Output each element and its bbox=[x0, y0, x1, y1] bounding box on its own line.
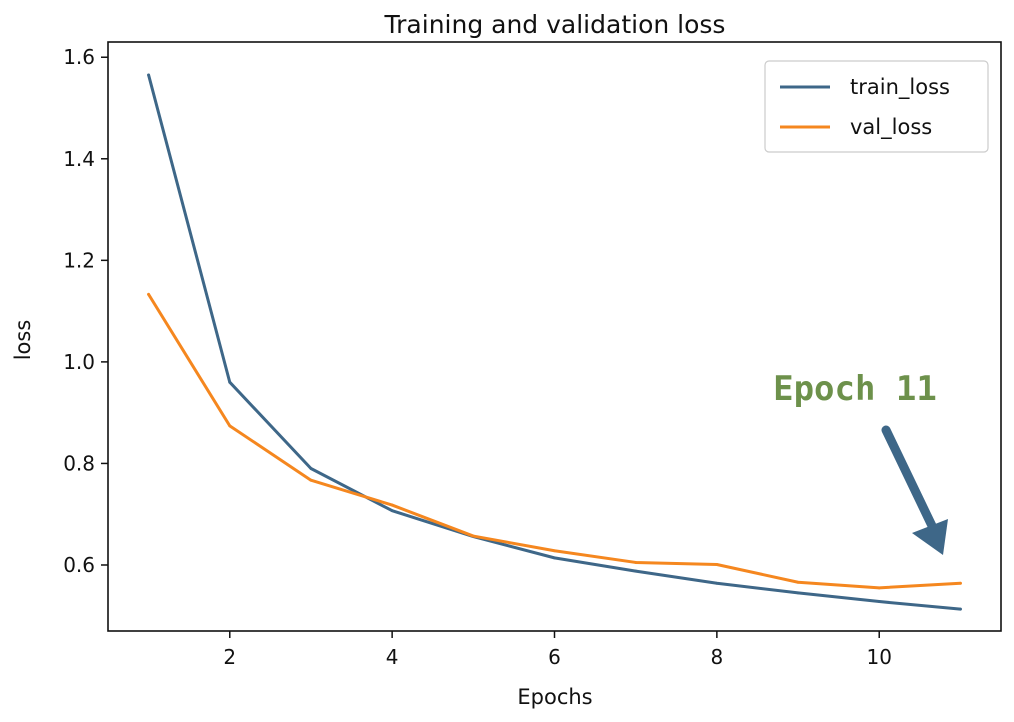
series-layer bbox=[147, 73, 962, 611]
x-tick-label: 6 bbox=[548, 645, 561, 669]
chart-title: Training and validation loss bbox=[384, 10, 726, 39]
data-point-train-loss bbox=[796, 591, 800, 595]
axis-ticks: 2 4 6 8 10 0.6 0.8 1.0 1.2 1.4 1.6 bbox=[63, 45, 892, 669]
data-point-train-loss bbox=[553, 556, 556, 560]
data-point-train-loss bbox=[877, 600, 881, 603]
y-tick-label: 1.4 bbox=[63, 147, 95, 171]
data-point-val-loss bbox=[715, 563, 719, 566]
data-point-val-loss bbox=[228, 424, 232, 428]
y-tick-label: 1.6 bbox=[63, 45, 95, 69]
series-line-val-loss bbox=[147, 292, 962, 590]
data-point-val-loss bbox=[309, 478, 313, 482]
x-tick-label: 10 bbox=[867, 645, 892, 669]
legend-label-val-loss: val_loss bbox=[850, 115, 932, 140]
y-tick-label: 0.8 bbox=[63, 451, 95, 475]
legend: train_loss val_loss bbox=[764, 60, 989, 153]
data-point-val-loss bbox=[796, 580, 800, 584]
data-point-val-loss bbox=[147, 292, 150, 296]
data-point-val-loss bbox=[471, 534, 475, 538]
data-point-train-loss bbox=[634, 569, 638, 573]
data-point-train-loss bbox=[228, 380, 232, 384]
data-point-train-loss bbox=[309, 467, 313, 470]
legend-label-train-loss: train_loss bbox=[850, 75, 950, 100]
y-tick-label: 0.6 bbox=[63, 553, 95, 577]
series-line-train-loss bbox=[147, 73, 962, 611]
annotation-epoch-label: Epoch 11 bbox=[773, 369, 937, 409]
data-point-train-loss bbox=[147, 73, 150, 77]
y-tick-label: 1.2 bbox=[63, 248, 95, 272]
data-point-train-loss bbox=[715, 581, 719, 585]
annotation-arrow-icon bbox=[881, 425, 948, 555]
legend-frame bbox=[764, 60, 989, 153]
data-point-val-loss bbox=[877, 586, 881, 590]
y-axis-label: loss bbox=[11, 320, 35, 361]
data-point-train-loss bbox=[390, 509, 394, 513]
data-point-val-loss bbox=[634, 561, 638, 564]
x-tick-label: 2 bbox=[223, 645, 236, 669]
x-tick-label: 8 bbox=[710, 645, 723, 669]
data-point-val-loss bbox=[959, 581, 962, 585]
data-point-val-loss bbox=[390, 503, 394, 507]
x-axis-label: Epochs bbox=[517, 685, 592, 709]
x-tick-label: 4 bbox=[386, 645, 399, 669]
y-tick-label: 1.0 bbox=[63, 350, 95, 374]
data-point-val-loss bbox=[553, 549, 556, 553]
data-point-train-loss bbox=[959, 607, 962, 611]
